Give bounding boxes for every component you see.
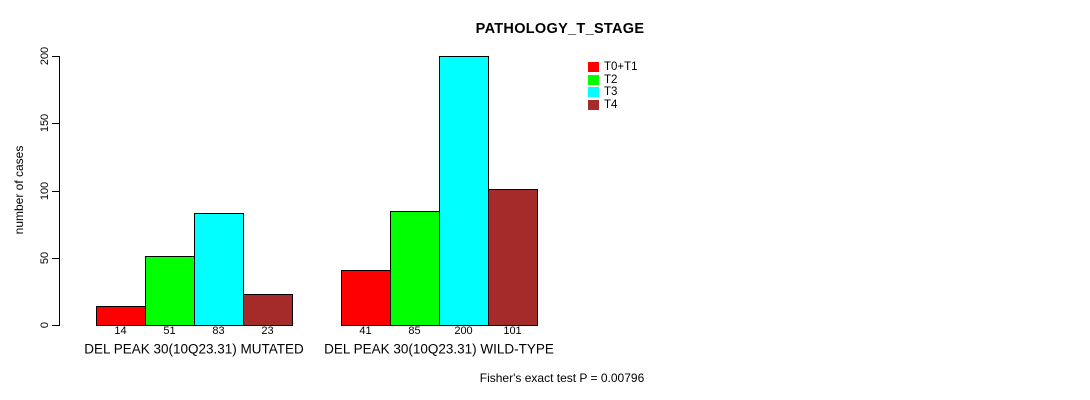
y-axis-tick-label: 50	[39, 251, 51, 265]
legend-label: T4	[604, 98, 618, 111]
bar-mutated-t2	[145, 256, 195, 326]
legend-swatch	[588, 74, 599, 85]
y-axis-tick	[52, 191, 59, 192]
chart-title: PATHOLOGY_T_STAGE	[475, 21, 645, 37]
legend-item-t4: T4	[588, 98, 618, 111]
group-label: DEL PEAK 30(10Q23.31) MUTATED	[84, 341, 304, 357]
y-axis-tick-label: 100	[39, 181, 51, 201]
bar-wild-type-t2	[390, 211, 440, 326]
legend-item-t0-t1: T0+T1	[588, 61, 638, 73]
bar-wild-type-t4	[488, 189, 538, 326]
y-axis-tick	[52, 258, 59, 259]
bar-mutated-t0-t1	[96, 306, 146, 326]
group-label: DEL PEAK 30(10Q23.31) WILD-TYPE	[324, 341, 554, 357]
bar-value-label: 101	[503, 325, 522, 337]
legend-swatch	[588, 87, 599, 97]
bar-value-label: 200	[454, 325, 473, 337]
bar-value-label: 23	[261, 325, 274, 337]
bar-value-label: 41	[359, 325, 372, 337]
bar-value-label: 51	[163, 325, 176, 337]
bar-wild-type-t0-t1	[341, 270, 391, 326]
y-axis-tick-label: 150	[39, 113, 51, 133]
bar-mutated-t3	[194, 213, 244, 326]
y-axis-tick	[52, 325, 59, 326]
y-axis-tick	[52, 123, 59, 124]
y-axis-line	[59, 56, 60, 326]
bar-mutated-t4	[243, 294, 293, 326]
legend-swatch	[588, 62, 599, 72]
bar-value-label: 14	[114, 325, 127, 337]
legend-item-t2: T2	[588, 73, 618, 86]
y-axis-tick-label: 0	[39, 321, 51, 329]
stat-annotation: Fisher's exact test P = 0.00796	[479, 371, 645, 385]
legend-label: T0+T1	[604, 61, 638, 73]
bar-value-label: 83	[212, 325, 225, 337]
y-axis-tick	[52, 56, 59, 57]
legend-label: T3	[604, 86, 618, 98]
legend-item-t3: T3	[588, 86, 618, 98]
y-axis-tick-label: 200	[39, 46, 51, 66]
y-axis-label: number of cases	[12, 145, 26, 235]
bar-wild-type-t3	[439, 56, 489, 326]
legend-swatch	[588, 99, 599, 110]
bar-value-label: 85	[408, 325, 421, 337]
legend-label: T2	[604, 73, 618, 86]
